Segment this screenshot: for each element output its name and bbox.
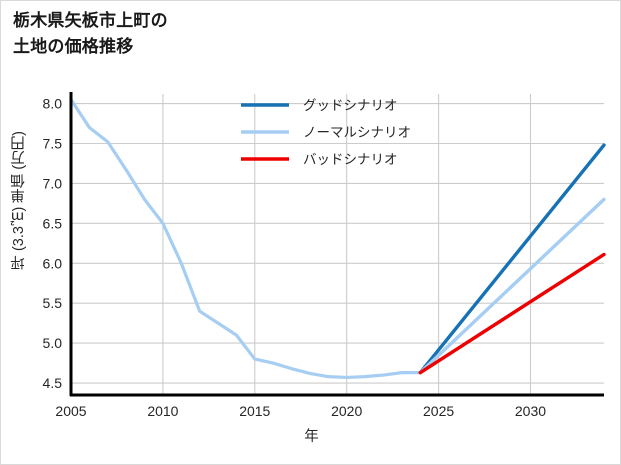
y-tick-label: 5.0 bbox=[43, 335, 63, 351]
legend-label: ノーマルシナリオ bbox=[303, 125, 411, 140]
page-title: 栃木県矢板市上町の 土地の価格推移 bbox=[13, 11, 168, 56]
y-tick-label: 6.5 bbox=[43, 215, 63, 231]
legend-label: バッドシナリオ bbox=[303, 152, 398, 167]
y-tick-label: 5.5 bbox=[43, 295, 63, 311]
y-tick-label: 7.0 bbox=[43, 175, 63, 191]
y-tick-label: 8.0 bbox=[43, 96, 63, 112]
x-tick-label: 2005 bbox=[55, 403, 86, 419]
x-tick-label: 2015 bbox=[239, 403, 270, 419]
series-line bbox=[418, 252, 606, 375]
y-tick-label: 7.5 bbox=[43, 136, 63, 152]
series-line bbox=[69, 97, 422, 380]
x-tick-label: 2010 bbox=[147, 403, 178, 419]
x-axis-label: 年 bbox=[304, 429, 319, 445]
x-tick-label: 2030 bbox=[515, 403, 546, 419]
series-line bbox=[418, 197, 606, 375]
x-tick-label: 2020 bbox=[331, 403, 362, 419]
series-line bbox=[418, 143, 606, 375]
legend-label: グッドシナリオ bbox=[303, 98, 398, 113]
x-tick-label: 2025 bbox=[423, 403, 454, 419]
y-tick-label: 4.5 bbox=[43, 375, 63, 391]
y-tick-label: 6.0 bbox=[43, 255, 63, 271]
